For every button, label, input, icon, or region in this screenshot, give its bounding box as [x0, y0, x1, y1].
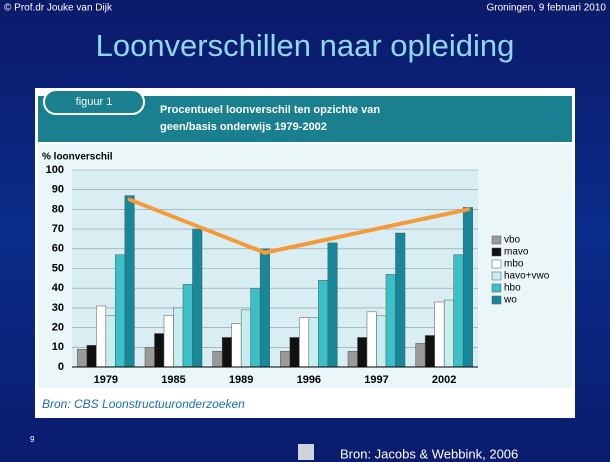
bar	[424, 335, 435, 368]
x-tick-label: 2002	[432, 374, 456, 386]
bar	[376, 315, 387, 368]
chart-title: Procentueel loonverschil ten opzichte va…	[160, 104, 380, 116]
bar	[192, 228, 203, 368]
bar	[115, 254, 126, 368]
legend-label: wo	[503, 295, 517, 306]
trend-line	[127, 197, 267, 255]
y-tick-label: 60	[52, 243, 64, 255]
figure-tab	[43, 89, 145, 115]
x-tick-label: 1989	[229, 374, 253, 386]
bar	[395, 232, 406, 368]
y-tick-label: 20	[52, 322, 64, 334]
figure-tab-label: figuur 1	[76, 96, 113, 108]
chart-title: geen/basis onderwijs 1979-2002	[160, 121, 327, 133]
legend-swatch	[491, 283, 502, 293]
y-tick-label: 0	[58, 361, 64, 373]
author: © Prof.dr Jouke van Dijk	[4, 3, 113, 14]
bar	[462, 207, 473, 368]
bar	[86, 345, 97, 368]
bar	[434, 301, 445, 368]
legend-label: vbo	[504, 235, 521, 246]
bar	[144, 347, 155, 368]
bar	[77, 349, 88, 368]
x-tick-label: 1979	[94, 374, 118, 386]
legend-label: havo+vwo	[504, 271, 550, 282]
legend-swatch	[491, 235, 502, 245]
x-tick-label: 1996	[297, 374, 321, 386]
x-tick-label: 1997	[364, 374, 388, 386]
bar	[443, 299, 454, 368]
bar	[124, 195, 135, 368]
legend-label: hbo	[504, 283, 521, 294]
bar	[327, 242, 338, 368]
bar	[357, 337, 368, 368]
bar	[240, 309, 251, 368]
y-axis-label: % loonverschil	[42, 152, 113, 163]
bar	[318, 280, 329, 368]
page-number: 9	[30, 435, 35, 444]
bar	[105, 315, 116, 368]
bar	[182, 284, 193, 368]
y-tick-label: 40	[52, 282, 64, 294]
bar	[299, 317, 310, 368]
legend-label: mavo	[504, 247, 529, 258]
bar	[347, 350, 358, 368]
bar	[231, 323, 242, 368]
bar	[259, 248, 270, 368]
chart-source: Bron: CBS Loonstructuuronderzoeken	[42, 397, 245, 411]
bar	[173, 307, 184, 368]
legend-swatch	[491, 247, 502, 257]
y-tick-label: 10	[52, 341, 64, 353]
slide-title: Loonverschillen naar opleiding	[96, 28, 515, 63]
date: Groningen, 9 februari 2010	[486, 3, 606, 14]
legend-swatch	[491, 271, 502, 281]
legend-swatch	[491, 295, 502, 305]
y-tick-label: 90	[52, 184, 64, 196]
bar	[154, 333, 165, 368]
bar	[366, 311, 377, 368]
bar	[212, 350, 223, 368]
logo	[298, 444, 314, 460]
trend-line	[262, 207, 470, 255]
bar	[385, 274, 396, 368]
bar	[221, 337, 232, 368]
bar	[250, 287, 261, 368]
bar	[415, 343, 426, 368]
bar	[453, 254, 464, 368]
legend-swatch	[491, 259, 502, 269]
bar	[308, 317, 319, 368]
footer-source: Bron: Jacobs & Webbink, 2006	[340, 446, 518, 461]
y-tick-label: 100	[46, 164, 64, 176]
bar	[96, 305, 107, 368]
bar	[163, 315, 174, 368]
bar	[289, 337, 300, 368]
y-tick-label: 30	[52, 302, 64, 314]
bar	[280, 350, 291, 368]
y-tick-label: 50	[52, 262, 64, 274]
x-tick-label: 1985	[161, 374, 185, 386]
y-tick-label: 80	[52, 203, 64, 215]
legend-label: mbo	[504, 259, 524, 270]
y-tick-label: 70	[52, 223, 64, 235]
